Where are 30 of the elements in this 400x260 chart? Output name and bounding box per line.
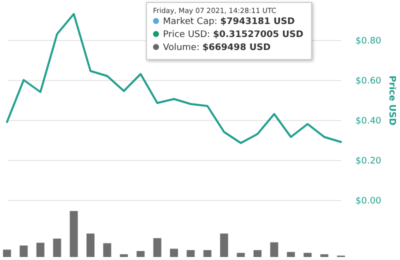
y-tick-label: $0.00: [356, 196, 382, 206]
bar: [203, 250, 212, 257]
bar: [270, 242, 278, 257]
y-tick-label: $0.80: [356, 36, 382, 46]
bar: [286, 252, 295, 257]
bar: [70, 211, 78, 257]
bar: [120, 254, 128, 257]
bar: [3, 250, 11, 257]
line-series: [6, 13, 342, 144]
annotation: Price USD: $0.31527005 USD: [162, 29, 304, 42]
bar: [53, 238, 62, 257]
bar: [86, 234, 94, 257]
annotation: Volume: $669498 USD: [162, 42, 272, 55]
bar: [254, 250, 262, 257]
y-axis-title: Price USD: [386, 76, 396, 126]
bar: [320, 254, 328, 257]
bar: [153, 238, 162, 257]
bar: [36, 242, 44, 257]
bar: [236, 252, 245, 257]
annotation: Market Cap: $7943181 USD: [162, 16, 296, 29]
y-tick-label: $0.20: [356, 156, 382, 166]
bar: [220, 234, 228, 257]
bar: [304, 252, 312, 257]
bar: [186, 250, 195, 257]
bar: [170, 248, 178, 257]
bar: [103, 243, 112, 257]
bar: [20, 246, 28, 257]
bar: [136, 251, 145, 257]
y-tick-label: $0.40: [356, 116, 382, 126]
y-tick-label: $0.60: [356, 76, 382, 86]
